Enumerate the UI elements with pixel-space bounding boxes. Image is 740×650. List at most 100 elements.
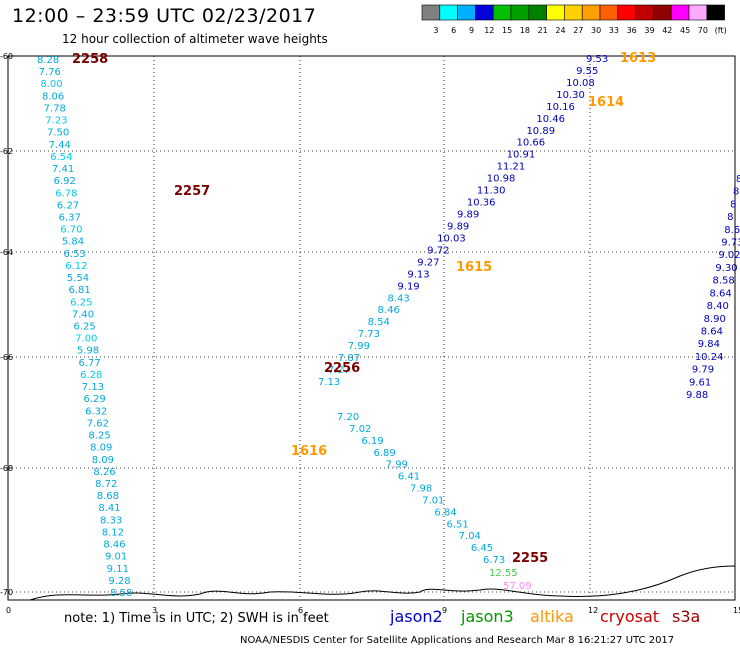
- footer-note: note: 1) Time is in UTC; 2) SWH is in fe…: [64, 611, 329, 626]
- wave-height-value: 9.13: [407, 269, 429, 280]
- wave-height-value: 10.03: [437, 233, 466, 244]
- lon-label: 0: [6, 606, 11, 615]
- wave-height-value: 10.66: [517, 138, 546, 149]
- coastline: [29, 565, 736, 601]
- wave-height-value: 6.29: [83, 394, 105, 405]
- legend-label: 9: [469, 26, 474, 35]
- lat-label: -60: [0, 52, 13, 61]
- wave-height-value: 9.55: [576, 66, 598, 77]
- pass-time-label: 2258: [72, 52, 108, 67]
- legend-label: 12: [484, 26, 494, 35]
- legend-label: 3: [433, 26, 438, 35]
- wave-height-value: 9.30: [715, 263, 737, 274]
- wave-height-value: 10.08: [566, 78, 595, 89]
- wave-height-value: 8.46: [378, 305, 400, 316]
- pass-time-label: 1616: [291, 444, 327, 459]
- wave-height-value: 8.28: [37, 55, 59, 66]
- wave-height-value: 6.54: [50, 152, 72, 163]
- legend-label: 18: [520, 26, 530, 35]
- wave-height-value: 8.26: [93, 467, 115, 478]
- wave-height-value: 8.41: [98, 503, 120, 514]
- wave-height-value: 8.58: [110, 588, 132, 599]
- wave-height-value: 9.53: [586, 54, 608, 65]
- wave-height-value: 10.30: [556, 90, 585, 101]
- wave-height-value: 7.41: [52, 164, 74, 175]
- wave-height-value: 7.27: [328, 365, 350, 376]
- satellite-altika: altika: [530, 607, 574, 626]
- map-title: 12:00 – 23:59 UTC 02/23/2017: [12, 5, 317, 27]
- wave-height-value: 8.64: [701, 326, 723, 337]
- wave-height-value: 7.13: [318, 377, 340, 388]
- wave-height-value: 8.09: [92, 455, 114, 466]
- pass-time-label: 1615: [456, 260, 492, 275]
- wave-height-value: 7.13: [82, 382, 104, 393]
- wave-height-value: 6.28: [80, 370, 102, 381]
- wave-height-value: 6.70: [60, 225, 82, 236]
- wave-height-value: 6.19: [361, 436, 383, 447]
- wave-height-value: 8.6: [724, 225, 740, 236]
- legend-label: 33: [609, 26, 619, 35]
- legend-label: 39: [644, 26, 654, 35]
- wave-height-value: 12.55: [489, 568, 518, 579]
- lon-label: 15: [733, 606, 740, 615]
- legend-swatch: [706, 4, 725, 21]
- wave-height-value: 7.02: [349, 424, 371, 435]
- color-legend: 3 6 9 12 15 18 21 24 27 30 33 36 39 42 45 70 (ft): [421, 4, 727, 35]
- wave-height-value: 9.61: [689, 377, 711, 388]
- legend-label: (ft): [715, 26, 727, 35]
- lat-label: -68: [0, 464, 13, 473]
- wave-height-value: 8: [736, 174, 740, 185]
- wave-height-value: 8.58: [712, 276, 734, 287]
- satellite-s3a: s3a: [672, 607, 701, 626]
- wave-height-value: 9.19: [397, 281, 419, 292]
- wave-height-value: 9.88: [686, 390, 708, 401]
- wave-height-value: 10.36: [467, 198, 496, 209]
- wave-height-value: 8: [730, 199, 736, 210]
- wave-height-value: 5.84: [62, 237, 84, 248]
- lon-label: 3: [152, 606, 157, 615]
- satellite-cryosat: cryosat: [600, 607, 660, 626]
- wave-height-value: 6.78: [55, 188, 77, 199]
- wave-height-value: 8.68: [97, 491, 119, 502]
- wave-height-value: 11.21: [497, 162, 526, 173]
- wave-height-value: 7.98: [410, 484, 432, 495]
- legend-label: 45: [680, 26, 690, 35]
- wave-height-value: 6.27: [57, 200, 79, 211]
- wave-height-value: 7.40: [72, 309, 94, 320]
- wave-height-value: 8.54: [368, 317, 390, 328]
- wave-height-value: 7.99: [348, 341, 370, 352]
- lat-label: -70: [0, 588, 13, 597]
- lat-label: -66: [0, 353, 13, 362]
- wave-height-value: 7.87: [338, 353, 360, 364]
- wave-height-value: 9.01: [105, 552, 127, 563]
- lat-label: -64: [0, 248, 13, 257]
- wave-height-value: 8.06: [42, 91, 64, 102]
- pass-time-label: 2255: [512, 551, 548, 566]
- legend-label: 70: [698, 26, 708, 35]
- wave-height-value: 8.43: [387, 293, 409, 304]
- wave-height-value: 9.02: [718, 250, 740, 261]
- wave-height-value: 10.98: [487, 174, 516, 185]
- wave-height-value: 6.41: [398, 472, 420, 483]
- wave-height-value: 8.00: [40, 79, 62, 90]
- legend-label: 36: [627, 26, 637, 35]
- wave-height-value: 6.81: [69, 285, 91, 296]
- wave-height-value: 10.46: [536, 114, 565, 125]
- wave-height-value: 9.79: [692, 365, 714, 376]
- wave-height-value: 8.64: [710, 288, 732, 299]
- lon-label: 6: [298, 606, 303, 615]
- wave-height-value: 7.73: [358, 329, 380, 340]
- wave-height-value: 6.53: [64, 249, 86, 260]
- wave-height-value: 10.24: [695, 352, 724, 363]
- wave-height-value: 9.84: [698, 339, 720, 350]
- wave-height-value: 7.50: [47, 128, 69, 139]
- wave-height-value: 6.45: [471, 543, 493, 554]
- wave-height-value: 8.72: [95, 479, 117, 490]
- wave-height-value: 6.25: [74, 322, 96, 333]
- wave-height-value: 7.20: [337, 412, 359, 423]
- wave-height-value: 6.51: [447, 519, 469, 530]
- legend-label: 42: [662, 26, 672, 35]
- wave-height-value: 8.90: [704, 314, 726, 325]
- pass-time-label: 2256: [324, 361, 360, 376]
